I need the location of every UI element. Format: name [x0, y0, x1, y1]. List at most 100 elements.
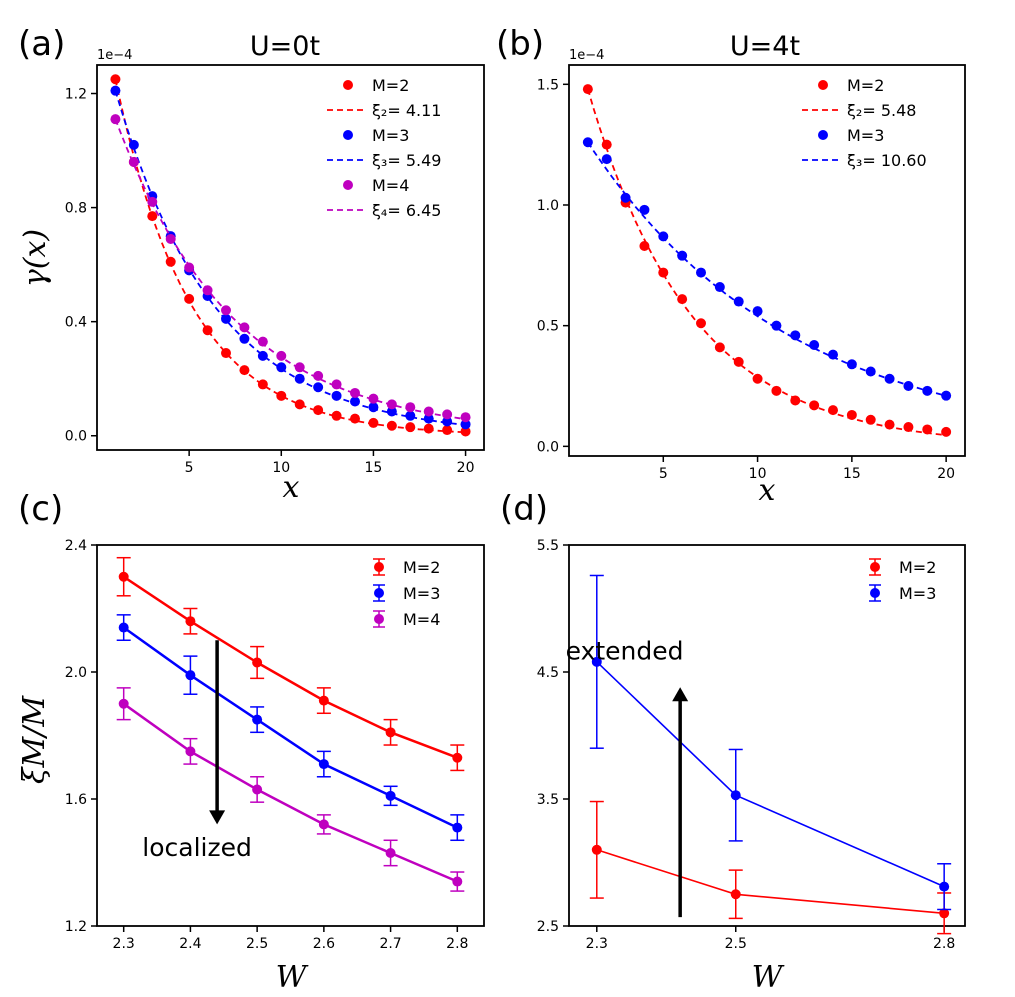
series-M=3: [589, 574, 952, 911]
x-tick-label: 15: [843, 466, 861, 482]
data-point: [294, 399, 305, 410]
x-tick-label: 10: [749, 466, 767, 482]
x-tick-label: 2.4: [179, 936, 201, 952]
series-M=3: [116, 614, 465, 842]
data-point: [350, 387, 360, 398]
data-point: [405, 422, 416, 433]
data-point: [884, 419, 895, 430]
data-point: [591, 656, 602, 667]
y-multiplier: 1e−4: [97, 48, 132, 63]
data-point: [221, 305, 231, 316]
series-line: [123, 575, 458, 759]
data-point: [903, 422, 914, 433]
data-point: [696, 267, 706, 278]
data-point: [239, 333, 250, 344]
x-tick-label: 2.3: [113, 936, 135, 952]
data-point: [752, 306, 763, 317]
data-point: [185, 616, 196, 627]
y-tick-label: 1.2: [65, 87, 87, 103]
data-point: [752, 373, 763, 384]
data-point: [294, 362, 305, 373]
y-tick-label: 3.5: [537, 792, 559, 808]
data-point: [257, 336, 268, 347]
y-tick-label: 0.0: [65, 429, 87, 445]
legend-marker: [818, 80, 828, 90]
series-M=4: [110, 114, 471, 423]
data-point: [442, 409, 453, 420]
x-axis-label: W: [752, 960, 785, 995]
axes-frame: [96, 544, 485, 927]
data-point: [331, 379, 342, 390]
x-tick-label: 2.6: [313, 936, 335, 952]
data-point: [147, 211, 158, 222]
data-point: [118, 622, 129, 633]
x-tick-label: 20: [457, 460, 475, 476]
legend: M=2 ξ₂= 5.48 M=3 ξ₃= 10.60: [802, 76, 927, 170]
data-point: [452, 752, 463, 763]
data-point: [658, 267, 669, 278]
data-point: [350, 413, 360, 424]
data-point: [165, 233, 176, 244]
data-point: [714, 342, 725, 353]
data-point: [790, 330, 801, 341]
data-point: [385, 847, 396, 858]
y-tick-label: 2.0: [65, 665, 87, 681]
legend-marker: [374, 562, 384, 572]
data-point: [276, 362, 287, 373]
axes-frame: [568, 544, 966, 927]
legend-fit-label: ξ₃= 10.60: [847, 151, 927, 170]
data-point: [350, 396, 360, 407]
data-point: [639, 204, 650, 215]
y-tick-label: 1.6: [65, 792, 87, 808]
data-point: [313, 370, 324, 381]
data-point: [385, 790, 396, 801]
series-M=2: [110, 74, 471, 437]
x-tick-label: 15: [365, 460, 383, 476]
legend-fit-label: ξ₃= 5.49: [372, 151, 441, 170]
data-point: [922, 424, 933, 435]
legend-marker: [343, 130, 353, 140]
legend-marker: [374, 588, 384, 598]
data-point: [591, 844, 602, 855]
data-point: [185, 746, 196, 757]
x-axis-label: W: [276, 960, 309, 995]
panel-label: (c): [18, 489, 63, 529]
x-axis-label: x: [283, 470, 300, 505]
series-line: [596, 849, 945, 915]
data-point: [865, 366, 876, 377]
legend-fit-label: ξ₂= 5.48: [847, 101, 916, 120]
data-point: [460, 412, 471, 423]
panel-label: (a): [18, 24, 65, 64]
legend-marker: [374, 614, 384, 624]
data-point: [202, 285, 213, 296]
data-point: [147, 196, 158, 207]
data-point: [313, 382, 324, 393]
data-point: [110, 114, 121, 125]
data-point: [442, 425, 453, 436]
data-point: [252, 784, 263, 795]
data-point: [846, 359, 857, 370]
series-M=3: [110, 85, 471, 430]
legend: M=2M=3: [869, 558, 936, 603]
data-point: [452, 822, 463, 833]
data-point: [677, 294, 688, 305]
legend-label: M=4: [403, 610, 440, 629]
x-tick-label: 10: [272, 460, 290, 476]
x-tick-label: 5: [185, 460, 194, 476]
data-point: [903, 381, 914, 392]
data-point: [128, 156, 139, 167]
data-point: [386, 399, 397, 410]
y-axis-label: γ(x): [18, 229, 53, 287]
data-point: [165, 256, 176, 267]
data-point: [733, 356, 744, 367]
data-point: [252, 657, 263, 668]
legend: M=2 M=3 M=4: [373, 558, 440, 629]
data-point: [318, 695, 329, 706]
annotation-text: extended: [566, 636, 684, 665]
y-tick-label: 0.8: [65, 201, 87, 217]
data-point: [790, 395, 801, 406]
x-tick-label: 5: [659, 466, 668, 482]
data-point: [239, 322, 250, 333]
